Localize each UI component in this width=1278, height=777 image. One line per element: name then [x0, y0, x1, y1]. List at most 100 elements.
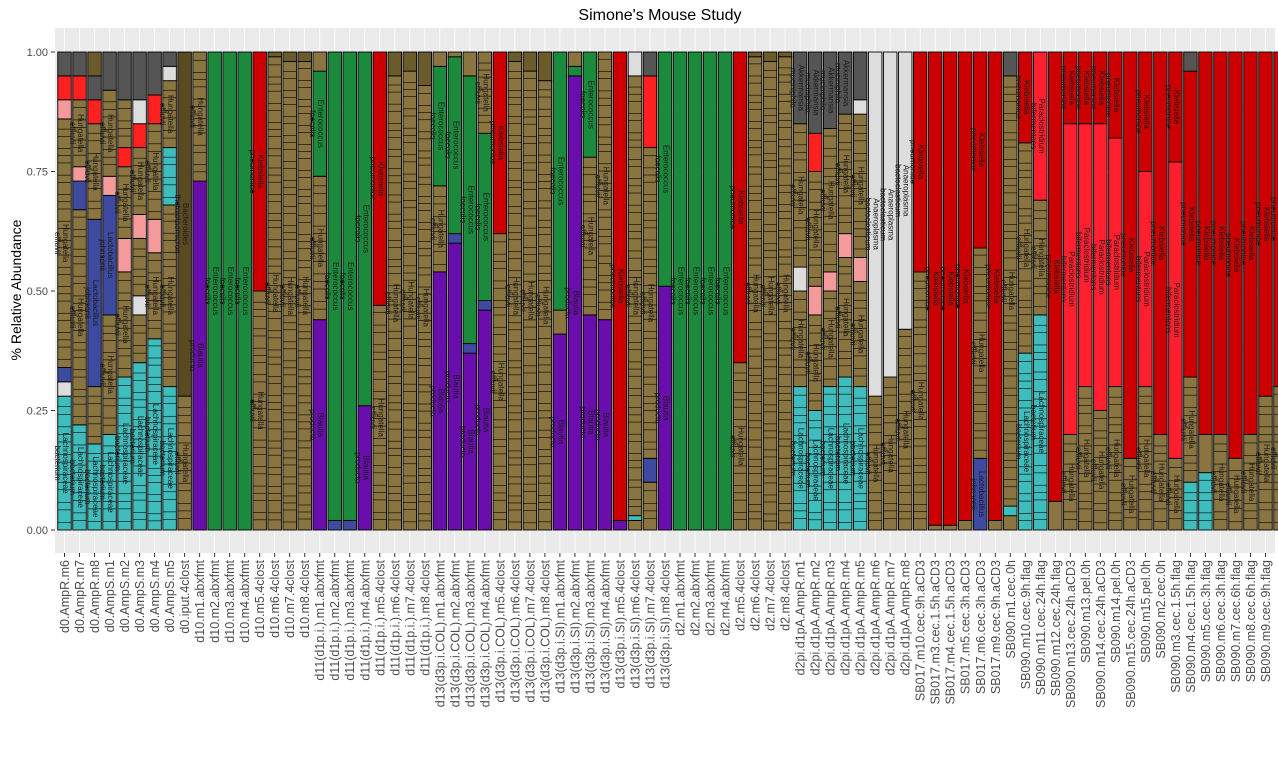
x-tick-label: SB090.m14.pel.0h [1109, 560, 1123, 663]
x-tick-label: SB090.m13.pel.0h [1079, 560, 1093, 663]
x-tick-label: d0.AmpR.m6 [58, 560, 72, 633]
bar-segment-misc_red [808, 133, 822, 171]
x-tick-label: d13(d3p.i.COL).m2.abxfmt [448, 559, 462, 707]
segment-label: Klebsiellapneumoniae [1134, 90, 1151, 135]
segment-label: Paraclostridiumbifermentans [1029, 99, 1046, 154]
bar-segment-akkermansia [1184, 52, 1198, 71]
segment-label: Anaeroplasmabactoclasticum [864, 198, 881, 251]
segment-label: Klebsiellapneumoniae [1194, 221, 1211, 266]
segment-label: Klebsiellapneumoniae [1044, 255, 1061, 300]
x-tick-label: d13(d3p.i.COL).m6.4clost [508, 559, 522, 702]
bar-segment-akkermansia [118, 52, 132, 100]
segment-label: Klebsiellapneumoniae [1209, 221, 1226, 266]
segment-label: Klebsiellapneumoniae [1059, 66, 1076, 111]
bar-segment-hungatella [628, 520, 642, 530]
x-tick-label: d2pi.d1pA.AmpR.m5 [854, 560, 868, 675]
x-tick-label: SB017.m3.cec.1.5h.aCD3 [929, 560, 943, 705]
x-tick-label: d13(d3p.i.COL).m5.4clost [493, 559, 507, 702]
segment-label: Akkermansiamuciniphila [819, 67, 836, 114]
bar-segment-dark_segment [268, 52, 282, 57]
bar-segment-misc_red [88, 100, 102, 124]
x-tick-label: d13(d3p.i.SI).m5.4clost [613, 559, 627, 688]
x-tick-label: d2.m2.abxfmt [689, 559, 703, 635]
segment-label: Blautiaproducta [443, 371, 460, 403]
bar-segment-lactobacillus [478, 301, 492, 311]
x-tick-label: SB017.m6.cec.3h.aCD3 [974, 560, 988, 694]
segment-label: Blautiaproducta [458, 426, 475, 458]
segment-label: Klebsiellapneumoniae [1104, 73, 1121, 118]
segment-label: Akkermansiamuciniphila [834, 60, 851, 107]
bar-segment-dark_segment [403, 52, 417, 71]
segment-label: Blautiaproducta [308, 409, 325, 441]
bar-segment-anaeroplasma [628, 52, 642, 76]
x-tick-label: SB090.m8.cec.6h.flag [1244, 560, 1258, 682]
bar-segment-hungatella [433, 52, 447, 66]
bar-segment-akkermansia [148, 52, 162, 95]
bar-segment-hungatella [928, 525, 942, 530]
segment-label: Klebsiellapneumoniae [488, 121, 505, 166]
segment-label: Blautiaproducta [428, 385, 445, 417]
segment-label: Klebsiellapneumoniae [729, 185, 746, 230]
segment-label: Blautiaproducta [593, 409, 610, 441]
segment-label: Klebsiellapneumoniae [608, 264, 625, 309]
x-tick-label: d0.AmpR.m7 [73, 560, 87, 633]
x-tick-label: d2pi.d1pA.AmpR.m2 [809, 560, 823, 675]
x-tick-label: SB090.m11.cec.24h.flag [1034, 560, 1048, 695]
bar-segment-lachnospiraceae [1184, 482, 1198, 530]
segment-label: Klebsiellapneumoniae [969, 128, 986, 173]
bar-segment-hungatella [958, 520, 972, 530]
x-tick-label: d10.m5.4clost [253, 559, 267, 637]
x-tick-label: SB090.m9.cec.9h.flag [1259, 560, 1273, 682]
segment-label: Klebsiellapneumoniae [939, 267, 956, 312]
bar-segment-misc_red [73, 76, 87, 100]
bar-segment-anaeroplasma [133, 100, 147, 124]
x-tick-label: SB090.m15.pel.0h [1139, 560, 1153, 663]
bar-segment-hungatella [313, 52, 327, 71]
segment-label: Bacteroidesthetaiotaomicron [173, 195, 190, 254]
bar-segment-pink [838, 234, 852, 258]
y-tick-label: 0.00 [27, 525, 48, 537]
x-tick-label: d11(d1p.i.).m2.abxfmt [328, 559, 342, 680]
x-tick-label: d2pi.d1pA.AmpR.m1 [794, 560, 808, 675]
x-tick-label: SB090.m13.cec.24h.aCD3 [1064, 560, 1078, 708]
x-tick-label: d10.m6.4clost [268, 559, 282, 637]
bar-segment-pink [148, 219, 162, 252]
x-tick-label: d10.m1.abxfmt [193, 559, 207, 642]
segment-label: Paraclostridiumbifermentans [1089, 240, 1106, 295]
bar-segment-dark_segment [748, 52, 762, 57]
bar-segment-dark_segment [778, 52, 792, 57]
x-tick-label: d11(d1p.i.).m5.4clost [373, 559, 387, 675]
x-tick-label: d2pi.d1pA.AmpR.m6 [869, 560, 883, 675]
x-tick-label: d13(d3p.i.SI).m8.4clost [659, 559, 673, 688]
segment-label: Klebsiellapneumoniae [1074, 66, 1091, 111]
x-tick-label: SB017.m9.cec.9h.aCD3 [989, 560, 1003, 694]
bar-segment-hungatella [568, 52, 582, 66]
y-axis-label: % Relative Abundance [8, 219, 24, 360]
bar-segment-hungatella [989, 520, 1003, 530]
segment-label: Klebsiellapneumoniae [1254, 202, 1271, 247]
bar-segment-pink [118, 238, 132, 271]
bar-segment-akkermansia [643, 52, 657, 76]
x-tick-label: d13(d3p.i.COL).m3.abxfmt [463, 559, 477, 707]
segment-label: Paraclostridiumbifermentans [1059, 251, 1076, 306]
x-tick-label: d13(d3p.i.COL).m1.abxfmt [433, 559, 447, 707]
bar-segment-hungatella [448, 52, 462, 57]
bar-segment-pink [823, 272, 837, 291]
bar-segment-akkermansia [58, 52, 72, 76]
x-tick-label: SB090.m10.cec.9h.flag [1019, 560, 1033, 689]
y-tick-label: 1.00 [27, 47, 48, 59]
x-tick-label: d0.iput.4clost [178, 559, 192, 633]
x-tick-label: SB090.m2.cec.0h [1154, 560, 1168, 659]
segment-label: Klebsiellapneumoniae [909, 140, 926, 185]
x-tick-label: SB017.m10.cec.9h.aCD3 [914, 560, 928, 701]
segment-label: Klebsiellapneumoniae [984, 264, 1001, 309]
x-tick-label: d0.AmpS.m3 [133, 560, 147, 632]
segment-label: Blautiaproducta [188, 340, 205, 372]
bar-segment-pink [853, 258, 867, 282]
bar-segment-misc_red [643, 76, 657, 148]
x-tick-label: d2.m3.abxfmt [704, 559, 718, 635]
bar-segment-lachnospiraceae [1004, 506, 1018, 516]
x-tick-label: d13(d3p.i.SI).m7.4clost [643, 559, 657, 688]
segment-label: Klebsiellapneumoniae [1149, 221, 1166, 266]
